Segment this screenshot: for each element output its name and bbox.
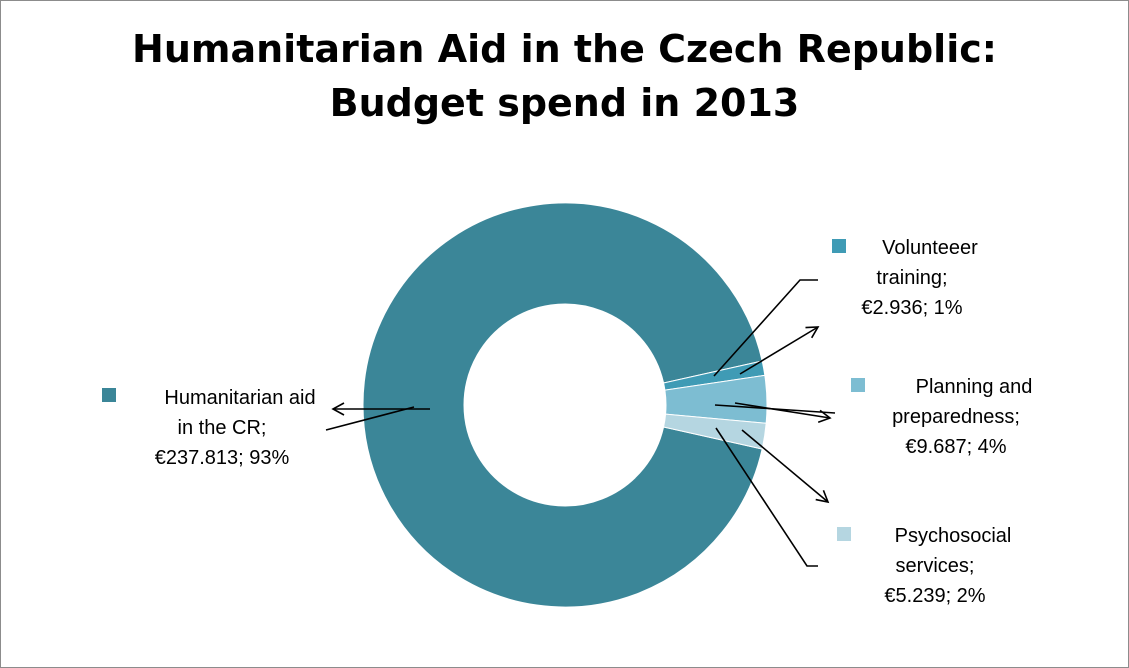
- data-label-humanitarian-aid-line-3: €237.813; 93%: [155, 447, 290, 469]
- arrow-planning-preparedness: [734, 402, 832, 423]
- arrow-volunteer-training: [739, 326, 820, 375]
- chart-title-line-2: Budget spend in 2013: [329, 81, 800, 125]
- chart-title: Humanitarian Aid in the Czech Republic: …: [0, 22, 1129, 130]
- leader-psychosocial-services: [715, 427, 818, 567]
- leader-humanitarian-aid: [325, 406, 415, 431]
- legend-key-planning-preparedness: [851, 378, 865, 392]
- data-label-psychosocial-services-line-2: services;: [896, 555, 975, 577]
- leader-volunteer-training: [713, 279, 818, 377]
- data-label-volunteer-training-line-2: training;: [876, 267, 947, 289]
- arrow-psychosocial-services: [741, 429, 830, 504]
- data-label-psychosocial-services-line-3: €5.239; 2%: [884, 585, 985, 607]
- data-labels: Humanitarian aid in the CR; €237.813; 93% V…: [102, 237, 1032, 607]
- donut-slice-humanitarian-aid: [362, 202, 763, 608]
- data-label-volunteer-training-line-3: €2.936; 1%: [861, 297, 962, 319]
- chart-title-line-1: Humanitarian Aid in the Czech Republic:: [132, 27, 997, 71]
- data-label-humanitarian-aid-line-1: Humanitarian aid: [164, 387, 315, 409]
- data-label-planning-preparedness-line-3: €9.687; 4%: [905, 436, 1006, 458]
- leader-lines: [325, 279, 836, 567]
- legend-key-psychosocial-services: [837, 527, 851, 541]
- donut-slice-psychosocial-services: [662, 413, 767, 450]
- donut-slices: [362, 202, 768, 608]
- leader-planning-preparedness: [714, 404, 836, 414]
- data-label-volunteer-training-line-1: Volunteeer: [882, 237, 978, 259]
- data-label-planning-preparedness-line-2: preparedness;: [892, 406, 1020, 428]
- data-label-planning-preparedness-line-1: Planning and: [916, 376, 1033, 398]
- data-label-psychosocial-services-line-1: Psychosocial: [895, 525, 1012, 547]
- legend-key-humanitarian-aid: [102, 388, 116, 402]
- data-label-humanitarian-aid-line-2: in the CR;: [178, 417, 267, 439]
- legend-key-volunteer-training: [832, 239, 846, 253]
